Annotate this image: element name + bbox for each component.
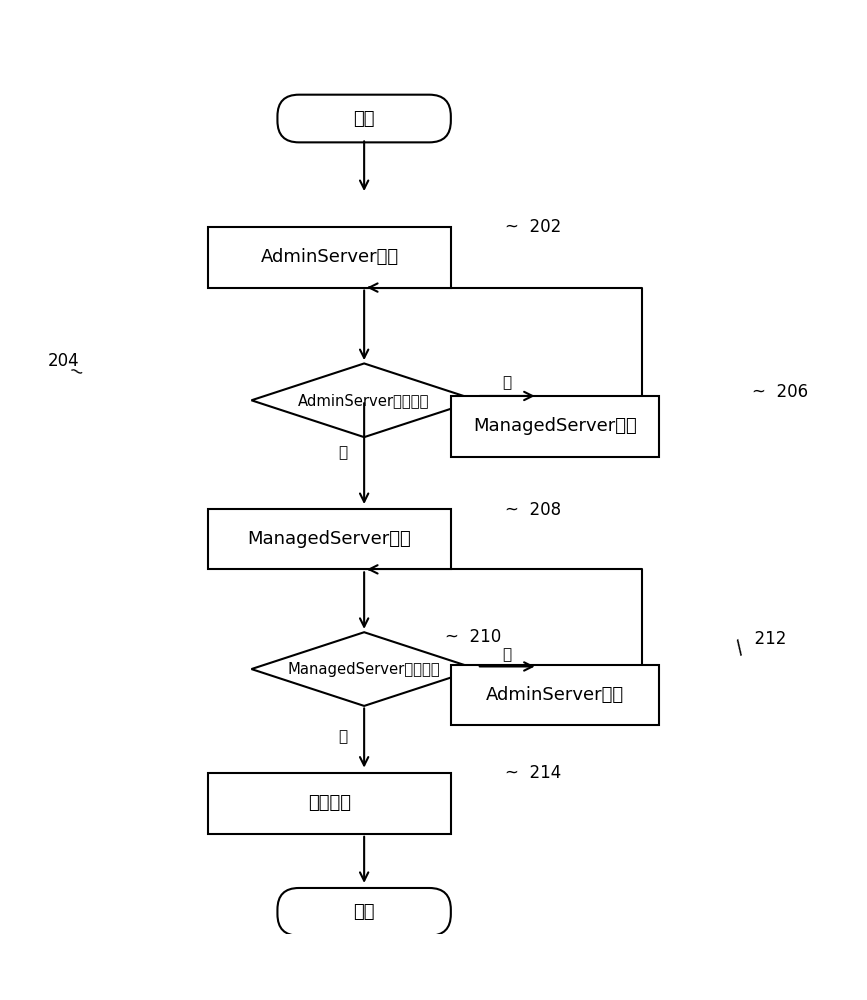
Text: ManagedServer是否启动: ManagedServer是否启动 xyxy=(288,662,440,677)
Text: /: / xyxy=(733,638,748,657)
Text: ManagedServer启动: ManagedServer启动 xyxy=(248,530,411,548)
Bar xyxy=(208,227,451,288)
Text: 应用发布: 应用发布 xyxy=(308,794,351,812)
Text: AdminServer启动: AdminServer启动 xyxy=(260,248,399,266)
Polygon shape xyxy=(251,363,477,437)
Polygon shape xyxy=(251,632,477,706)
Text: 是: 是 xyxy=(338,729,347,744)
FancyBboxPatch shape xyxy=(277,888,451,936)
Text: 结束: 结束 xyxy=(354,903,375,921)
Text: AdminServer等待: AdminServer等待 xyxy=(486,686,624,704)
Text: ~  214: ~ 214 xyxy=(505,764,561,782)
Text: ~  208: ~ 208 xyxy=(505,501,561,519)
Text: ~: ~ xyxy=(65,361,85,383)
Text: ~  210: ~ 210 xyxy=(445,628,501,646)
Text: 否: 否 xyxy=(503,647,512,662)
Bar xyxy=(451,396,659,457)
Text: ~  202: ~ 202 xyxy=(505,218,561,236)
Bar xyxy=(451,665,659,725)
Bar xyxy=(208,773,451,834)
FancyBboxPatch shape xyxy=(277,95,451,142)
Text: ~  206: ~ 206 xyxy=(752,383,808,401)
Text: 204: 204 xyxy=(48,352,79,370)
Text: 开始: 开始 xyxy=(354,110,375,128)
Text: 212: 212 xyxy=(744,630,786,648)
Text: ManagedServer等待: ManagedServer等待 xyxy=(473,417,636,435)
Text: 是: 是 xyxy=(338,445,347,460)
Text: AdminServer是否启动: AdminServer是否启动 xyxy=(298,393,430,408)
Text: 否: 否 xyxy=(503,375,512,390)
Bar xyxy=(208,509,451,569)
